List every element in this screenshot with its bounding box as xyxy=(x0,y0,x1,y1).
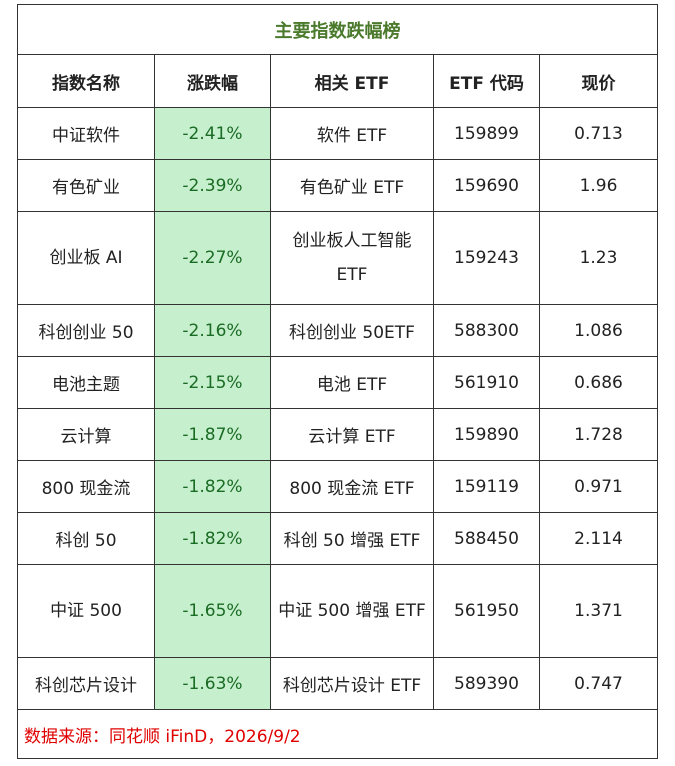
etf-name-cell: 800 现金流 ETF xyxy=(270,460,434,513)
source-row: 数据来源：同花顺 iFinD，2026/9/2 xyxy=(17,709,658,759)
index-name-cell: 中证 500 xyxy=(17,564,155,658)
change-cell: -2.41% xyxy=(154,107,271,160)
change-cell: -1.82% xyxy=(154,460,271,513)
etf-code-cell: 588450 xyxy=(433,512,540,565)
price-cell: 0.747 xyxy=(539,657,658,710)
ranking-table-container: 主要指数跌幅榜 指数名称 涨跌幅 相关 ETF ETF 代码 现价 中证软件 -… xyxy=(17,4,658,759)
table-row: 创业板 AI -2.27% 创业板人工智能 ETF 159243 1.23 xyxy=(17,211,658,305)
header-related-etf: 相关 ETF xyxy=(270,54,434,108)
header-index-name: 指数名称 xyxy=(17,54,155,108)
etf-code-cell: 589390 xyxy=(433,657,540,710)
table-row: 云计算 -1.87% 云计算 ETF 159890 1.728 xyxy=(17,408,658,461)
etf-name-cell: 创业板人工智能 ETF xyxy=(270,211,434,305)
price-cell: 0.686 xyxy=(539,356,658,409)
etf-code-cell: 159119 xyxy=(433,460,540,513)
etf-name-cell: 电池 ETF xyxy=(270,356,434,409)
price-cell: 1.728 xyxy=(539,408,658,461)
header-etf-code: ETF 代码 xyxy=(433,54,540,108)
etf-name-cell: 科创芯片设计 ETF xyxy=(270,657,434,710)
price-cell: 0.713 xyxy=(539,107,658,160)
header-row: 指数名称 涨跌幅 相关 ETF ETF 代码 现价 xyxy=(17,54,658,108)
change-cell: -2.16% xyxy=(154,304,271,357)
price-cell: 1.086 xyxy=(539,304,658,357)
data-source-note: 数据来源：同花顺 iFinD，2026/9/2 xyxy=(17,709,658,759)
index-decline-ranking-table: 主要指数跌幅榜 指数名称 涨跌幅 相关 ETF ETF 代码 现价 中证软件 -… xyxy=(17,4,658,759)
etf-name-cell: 科创创业 50ETF xyxy=(270,304,434,357)
index-name-cell: 中证软件 xyxy=(17,107,155,160)
price-cell: 1.96 xyxy=(539,159,658,212)
table-row: 科创创业 50 -2.16% 科创创业 50ETF 588300 1.086 xyxy=(17,304,658,357)
etf-code-cell: 561910 xyxy=(433,356,540,409)
table-row: 科创芯片设计 -1.63% 科创芯片设计 ETF 589390 0.747 xyxy=(17,657,658,710)
etf-code-cell: 588300 xyxy=(433,304,540,357)
table-row: 800 现金流 -1.82% 800 现金流 ETF 159119 0.971 xyxy=(17,460,658,513)
etf-code-cell: 159243 xyxy=(433,211,540,305)
table-row: 有色矿业 -2.39% 有色矿业 ETF 159690 1.96 xyxy=(17,159,658,212)
index-name-cell: 有色矿业 xyxy=(17,159,155,212)
price-cell: 1.23 xyxy=(539,211,658,305)
etf-name-cell: 中证 500 增强 ETF xyxy=(270,564,434,658)
change-cell: -1.87% xyxy=(154,408,271,461)
etf-name-cell: 有色矿业 ETF xyxy=(270,159,434,212)
index-name-cell: 云计算 xyxy=(17,408,155,461)
index-name-cell: 800 现金流 xyxy=(17,460,155,513)
etf-code-cell: 561950 xyxy=(433,564,540,658)
etf-name-cell: 软件 ETF xyxy=(270,107,434,160)
change-cell: -2.27% xyxy=(154,211,271,305)
change-cell: -2.39% xyxy=(154,159,271,212)
title-row: 主要指数跌幅榜 xyxy=(17,4,658,55)
table-row: 中证软件 -2.41% 软件 ETF 159899 0.713 xyxy=(17,107,658,160)
change-cell: -1.63% xyxy=(154,657,271,710)
index-name-cell: 科创创业 50 xyxy=(17,304,155,357)
change-cell: -2.15% xyxy=(154,356,271,409)
header-change: 涨跌幅 xyxy=(154,54,271,108)
index-name-cell: 科创芯片设计 xyxy=(17,657,155,710)
change-cell: -1.65% xyxy=(154,564,271,658)
table-title: 主要指数跌幅榜 xyxy=(17,4,658,55)
price-cell: 2.114 xyxy=(539,512,658,565)
index-name-cell: 科创 50 xyxy=(17,512,155,565)
index-name-cell: 电池主题 xyxy=(17,356,155,409)
etf-name-cell: 云计算 ETF xyxy=(270,408,434,461)
table-row: 电池主题 -2.15% 电池 ETF 561910 0.686 xyxy=(17,356,658,409)
etf-code-cell: 159690 xyxy=(433,159,540,212)
header-price: 现价 xyxy=(539,54,658,108)
change-cell: -1.82% xyxy=(154,512,271,565)
price-cell: 1.371 xyxy=(539,564,658,658)
etf-code-cell: 159890 xyxy=(433,408,540,461)
price-cell: 0.971 xyxy=(539,460,658,513)
table-row: 科创 50 -1.82% 科创 50 增强 ETF 588450 2.114 xyxy=(17,512,658,565)
index-name-cell: 创业板 AI xyxy=(17,211,155,305)
table-row: 中证 500 -1.65% 中证 500 增强 ETF 561950 1.371 xyxy=(17,564,658,658)
etf-code-cell: 159899 xyxy=(433,107,540,160)
etf-name-cell: 科创 50 增强 ETF xyxy=(270,512,434,565)
